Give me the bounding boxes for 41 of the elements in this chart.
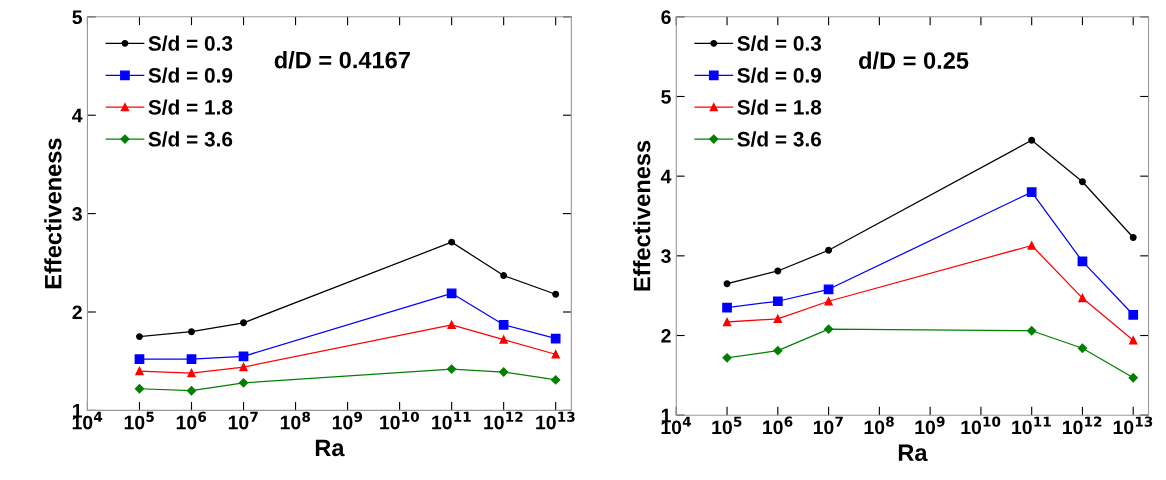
x-tick-label: 10$^{12}$ bbox=[484, 411, 523, 430]
x-tick-label: 10$^{9}$ bbox=[915, 416, 945, 435]
y-tick-label: 6 bbox=[661, 10, 671, 25]
x-tick-label: 10$^{13}$ bbox=[1113, 416, 1153, 435]
y-axis-title: Effectiveness bbox=[44, 138, 62, 289]
x-tick-label: 10$^{8}$ bbox=[280, 411, 311, 430]
y-tick-label: 5 bbox=[661, 90, 671, 104]
x-tick-label: 10$^{9}$ bbox=[332, 411, 363, 430]
legend-label: S/d = 3.6 bbox=[148, 131, 233, 147]
x-tick-label: 10$^{7}$ bbox=[228, 411, 258, 430]
x-tick-label: 10$^{6}$ bbox=[176, 411, 207, 430]
x-axis-title: Ra bbox=[315, 439, 345, 457]
x-tick-label: 10$^{7}$ bbox=[813, 416, 843, 435]
y-tick-label: 5 bbox=[72, 10, 83, 25]
y-tick-label: 3 bbox=[661, 249, 671, 264]
x-tick-label: 10$^{10}$ bbox=[380, 411, 419, 430]
x-tick-label: 10$^{8}$ bbox=[864, 416, 894, 435]
y-tick-label: 3 bbox=[72, 207, 82, 221]
x-tick-label: 10$^{11}$ bbox=[432, 411, 471, 430]
legend-label: S/d = 0.3 bbox=[148, 35, 233, 52]
x-tick-label: 10$^{5}$ bbox=[712, 416, 742, 435]
x-tick-label: 10$^{10}$ bbox=[961, 416, 1001, 435]
legend-label: S/d = 0.3 bbox=[737, 35, 822, 52]
x-tick-label: 10$^{13}$ bbox=[536, 411, 575, 430]
y-tick-label: 2 bbox=[72, 305, 82, 320]
annotation: d/D = 0.4167 bbox=[274, 51, 410, 69]
y-tick-label: 4 bbox=[660, 169, 672, 184]
x-tick-label: 10$^{11}$ bbox=[1012, 416, 1051, 435]
x-tick-label: 10$^{12}$ bbox=[1062, 416, 1102, 435]
legend-label: S/d = 1.8 bbox=[148, 99, 233, 115]
legend-label: S/d = 1.8 bbox=[737, 99, 822, 115]
x-tick-label: 10$^{5}$ bbox=[124, 411, 154, 430]
legend-label: S/d = 3.6 bbox=[737, 131, 822, 147]
x-axis-title: Ra bbox=[898, 444, 928, 462]
y-axis-title: Effectiveness bbox=[633, 140, 651, 291]
annotation: d/D = 0.25 bbox=[859, 51, 969, 70]
x-tick-label: 10$^{6}$ bbox=[763, 416, 793, 435]
legend-label: S/d = 0.9 bbox=[737, 67, 822, 83]
y-tick-label: 4 bbox=[72, 108, 83, 123]
y-tick-label: 2 bbox=[661, 328, 671, 343]
legend-label: S/d = 0.9 bbox=[148, 67, 233, 83]
